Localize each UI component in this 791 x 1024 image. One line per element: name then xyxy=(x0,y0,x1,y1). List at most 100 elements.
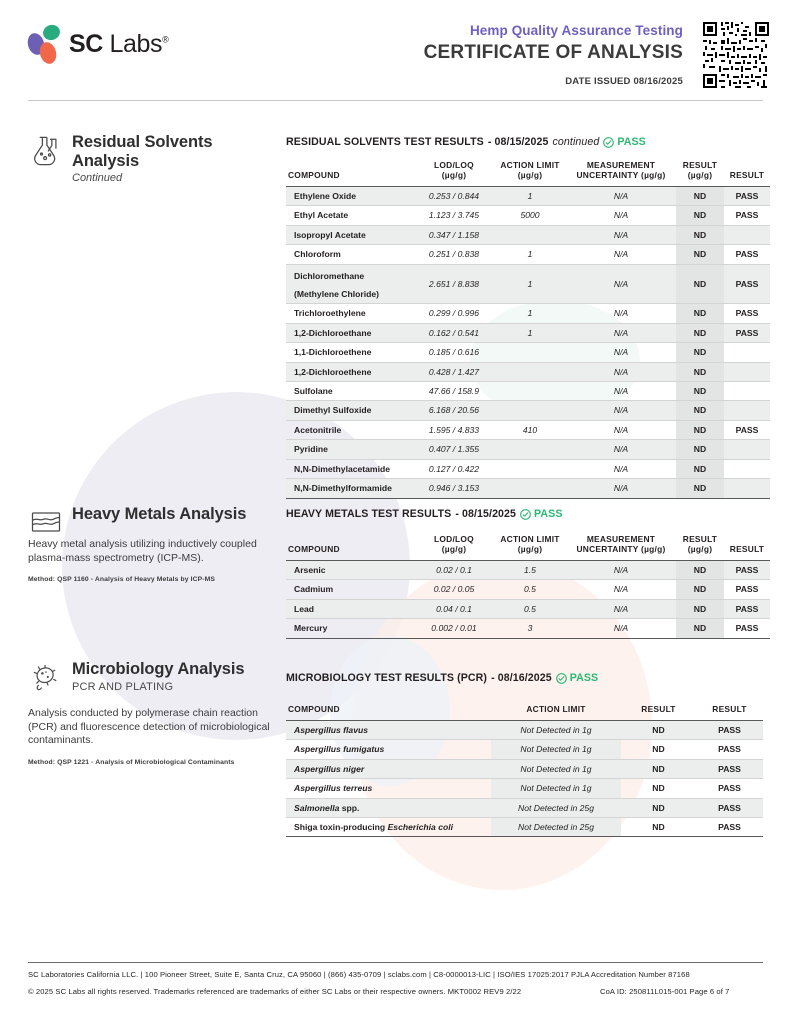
cell-result-pass: PASS xyxy=(696,759,763,780)
cell-action-limit xyxy=(494,478,566,499)
page-header: SC Labs® Hemp Quality Assurance Testing … xyxy=(0,0,791,101)
cell-result-value: ND xyxy=(621,798,696,819)
heavy-metals-rows: Arsenic 0.02 / 0.1 1.5 N/A ND PASS Cadmium 0.02… xyxy=(286,559,770,639)
cell-action-limit: Not Detected in 25g xyxy=(491,817,621,838)
table-row: Cadmium 0.02 / 0.05 0.5 N/A ND PASS xyxy=(286,579,770,600)
table-row: 1,2-Dichloroethane 0.162 / 0.541 1 N/A ND PAS… xyxy=(286,323,770,344)
cell-lodloq: 0.162 / 0.541 xyxy=(414,323,494,344)
cell-result-pass: PASS xyxy=(696,798,763,819)
cell-action-limit xyxy=(494,400,566,421)
cell-action-limit: Not Detected in 1g xyxy=(491,719,621,741)
qr-code-icon[interactable] xyxy=(703,22,769,88)
cell-lodloq: 0.251 / 0.838 xyxy=(414,244,494,265)
cell-action-limit xyxy=(494,362,566,383)
col-action-limit: ACTION LIMIT (µg/g) xyxy=(500,534,560,554)
cell-action-limit: 3 xyxy=(494,618,566,639)
header-subtitle: Hemp Quality Assurance Testing xyxy=(469,23,683,38)
table-heading-main: RESIDUAL SOLVENTS TEST RESULTS xyxy=(286,136,484,148)
cell-result-pass xyxy=(724,400,770,421)
table-row: Aspergillus terreus Not Detected in 1g ND P… xyxy=(286,778,763,799)
table-row: Ethyl Acetate 1.123 / 3.745 5000 N/A ND PASS xyxy=(286,205,770,226)
cell-action-limit xyxy=(494,342,566,363)
cell-compound: Trichloroethylene xyxy=(286,303,414,324)
table-row: 1,2-Dichloroethene 0.428 / 1.427 N/A ND xyxy=(286,362,770,383)
col-result-pass: RESULT xyxy=(729,170,765,180)
table-row: Trichloroethylene 0.299 / 0.996 1 N/A ND PASS xyxy=(286,303,770,324)
logo-wordmark: SC Labs® xyxy=(69,29,169,59)
table-row: Isopropyl Acetate 0.347 / 1.158 N/A ND xyxy=(286,225,770,246)
table-row: Sulfolane 47.66 / 158.9 N/A ND xyxy=(286,381,770,402)
check-circle-icon xyxy=(555,672,567,684)
table-heading-main: MICROBIOLOGY TEST RESULTS (PCR) xyxy=(286,672,488,684)
date-issued: DATE ISSUED 08/16/2025 xyxy=(565,76,683,87)
cell-result-value: ND xyxy=(676,362,724,383)
status-badge-label: PASS xyxy=(617,136,646,148)
cell-action-limit: 410 xyxy=(494,420,566,441)
cell-result-value: ND xyxy=(676,185,724,207)
status-badge: PASS xyxy=(603,136,646,148)
cell-action-limit: 1 xyxy=(494,323,566,344)
cell-lodloq: 6.168 / 20.56 xyxy=(414,400,494,421)
cell-action-limit: Not Detected in 1g xyxy=(491,759,621,780)
cell-result-value: ND xyxy=(676,225,724,246)
cell-compound: 1,2-Dichloroethene xyxy=(286,362,414,383)
status-badge: PASS xyxy=(520,508,562,520)
section-description: Heavy metal analysis utilizing inductive… xyxy=(28,538,257,564)
cell-compound: Chloroform xyxy=(286,244,414,265)
section-header-heavy-metals: Heavy Metals Analysis Heavy metal analys… xyxy=(28,505,278,583)
cell-compound: Ethylene Oxide xyxy=(286,185,414,207)
cell-uncertainty: N/A xyxy=(566,459,676,480)
cell-compound: Aspergillus niger xyxy=(286,759,491,780)
status-badge: PASS xyxy=(555,672,598,684)
col-action-limit: ACTION LIMIT (µg/g) xyxy=(500,160,560,180)
table-row: Aspergillus fumigatus Not Detected in 1g N… xyxy=(286,739,763,760)
residual-solvents-table-heading: RESIDUAL SOLVENTS TEST RESULTS - 08/15/2… xyxy=(286,136,763,148)
cell-uncertainty: N/A xyxy=(566,303,676,324)
table-row: Dichloromethane (Methylene Chloride) 2.651… xyxy=(286,264,770,305)
cell-lodloq: 0.428 / 1.427 xyxy=(414,362,494,383)
section-title: Microbiology Analysis xyxy=(72,660,245,678)
cell-result-value: ND xyxy=(621,778,696,799)
table-row: Acetonitrile 1.595 / 4.833 410 N/A ND PASS xyxy=(286,420,770,441)
col-result-value: RESULT (µg/g) xyxy=(682,534,718,554)
cell-uncertainty: N/A xyxy=(566,599,676,620)
footer-address-line: SC Laboratories California LLC. | 100 Pi… xyxy=(28,970,690,979)
cell-uncertainty: N/A xyxy=(566,244,676,265)
cell-lodloq: 0.127 / 0.422 xyxy=(414,459,494,480)
cell-action-limit: 1 xyxy=(494,185,566,207)
cell-result-value: ND xyxy=(676,579,724,600)
cell-result-pass: PASS xyxy=(724,618,770,639)
logo-mark-icon xyxy=(25,22,62,66)
cell-lodloq: 0.299 / 0.996 xyxy=(414,303,494,324)
cell-result-pass xyxy=(724,225,770,246)
cell-result-value: ND xyxy=(676,264,724,305)
table-row: Mercury 0.002 / 0.01 3 N/A ND PASS xyxy=(286,618,770,639)
col-action-limit: ACTION LIMIT xyxy=(526,704,586,714)
cell-result-pass: PASS xyxy=(724,420,770,441)
cell-action-limit xyxy=(494,381,566,402)
footer-divider xyxy=(28,962,763,963)
cell-action-limit xyxy=(494,439,566,460)
cell-lodloq: 1.595 / 4.833 xyxy=(414,420,494,441)
table-heading-continued: continued xyxy=(552,136,600,148)
cell-lodloq: 0.185 / 0.616 xyxy=(414,342,494,363)
microbiology-table: COMPOUND ACTION LIMIT RESULT RESULT Aspe… xyxy=(286,700,763,838)
flask-icon xyxy=(34,136,57,166)
section-header-microbiology: Microbiology Analysis PCR AND PLATING An… xyxy=(28,660,278,766)
table-header-row: COMPOUND ACTION LIMIT RESULT RESULT xyxy=(286,700,763,721)
logo-text-light: Labs xyxy=(102,29,163,58)
cell-result-value: ND xyxy=(676,459,724,480)
cell-result-pass: PASS xyxy=(724,323,770,344)
logo-text-bold: SC xyxy=(69,29,103,58)
cell-lodloq: 0.02 / 0.05 xyxy=(414,579,494,600)
cell-result-value: ND xyxy=(676,303,724,324)
section-method: Method: QSP 1221 - Analysis of Microbiol… xyxy=(28,758,235,766)
cell-result-pass: PASS xyxy=(724,205,770,226)
cell-uncertainty: N/A xyxy=(566,439,676,460)
cell-action-limit: Not Detected in 1g xyxy=(491,778,621,799)
table-row: Pyridine 0.407 / 1.355 N/A ND xyxy=(286,439,770,460)
page-title: CERTIFICATE OF ANALYSIS xyxy=(423,42,683,63)
header-divider xyxy=(28,100,763,101)
cell-result-pass: PASS xyxy=(696,817,763,838)
microbiology-rows: Aspergillus flavus Not Detected in 1g ND PA… xyxy=(286,719,763,838)
